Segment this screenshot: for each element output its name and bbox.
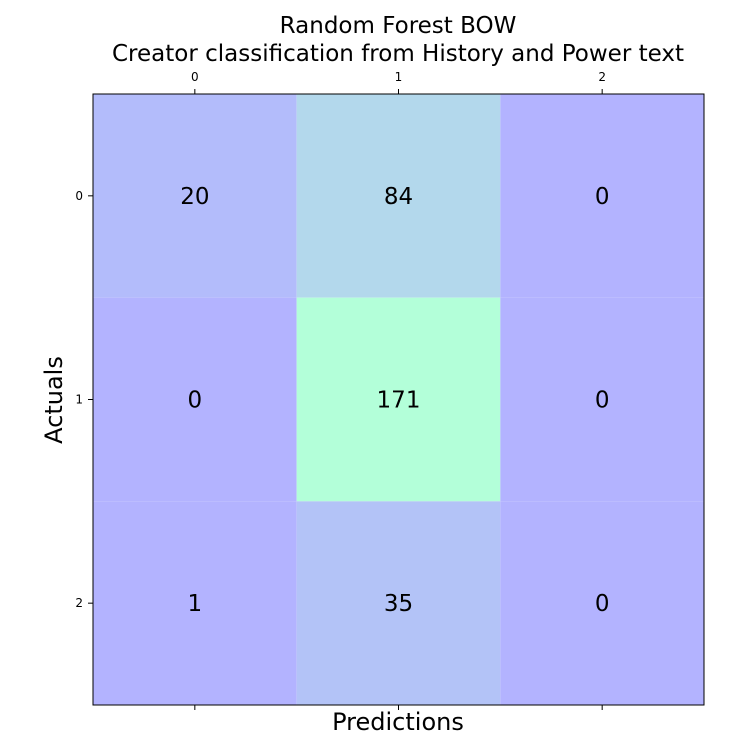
heatmap-cell-r2-c0	[93, 501, 297, 705]
heatmap-cell-r0-c2	[500, 94, 704, 298]
heatmap-cell-r2-c1	[296, 501, 501, 705]
heatmap-cell-r0-c0	[93, 94, 297, 298]
cell-value-r2-c0: 1	[188, 591, 203, 617]
x-tick-label-2: 2	[598, 70, 606, 84]
cell-value-r0-c1: 84	[384, 184, 413, 210]
cell-value-r0-c2: 0	[595, 184, 610, 210]
heatmap-cell-labels: 20 84 0 0 171 0 1 35 0	[180, 184, 609, 617]
x-tick-label-1: 1	[395, 70, 403, 84]
chart-title: Random Forest BOW	[280, 13, 517, 39]
cell-value-r1-c2: 0	[595, 388, 610, 414]
x-axis-ticks: 0 1 2	[191, 70, 606, 710]
y-axis-label: Actuals	[40, 356, 68, 444]
cell-value-r0-c0: 20	[180, 184, 209, 210]
heatmap-cell-r2-c2	[500, 501, 704, 705]
cell-value-r2-c1: 35	[384, 591, 413, 617]
heatmap-cells	[93, 94, 704, 705]
cell-value-r1-c0: 0	[188, 388, 203, 414]
y-axis-ticks: 0 1 2	[75, 189, 93, 610]
y-tick-label-0: 0	[75, 189, 83, 203]
x-axis-label: Predictions	[332, 708, 464, 736]
y-tick-label-1: 1	[75, 393, 83, 407]
cell-value-r2-c2: 0	[595, 591, 610, 617]
heatmap-cell-r0-c1	[296, 94, 501, 298]
heatmap-cell-r1-c2	[500, 297, 704, 502]
heatmap-cell-r1-c1	[296, 297, 501, 502]
heatmap-cell-r1-c0	[93, 297, 297, 502]
y-tick-label-2: 2	[75, 596, 83, 610]
x-tick-label-0: 0	[191, 70, 199, 84]
plot-frame	[92, 93, 705, 706]
chart-subtitle: Creator classification from History and …	[112, 41, 684, 67]
cell-value-r1-c1: 171	[377, 388, 421, 414]
